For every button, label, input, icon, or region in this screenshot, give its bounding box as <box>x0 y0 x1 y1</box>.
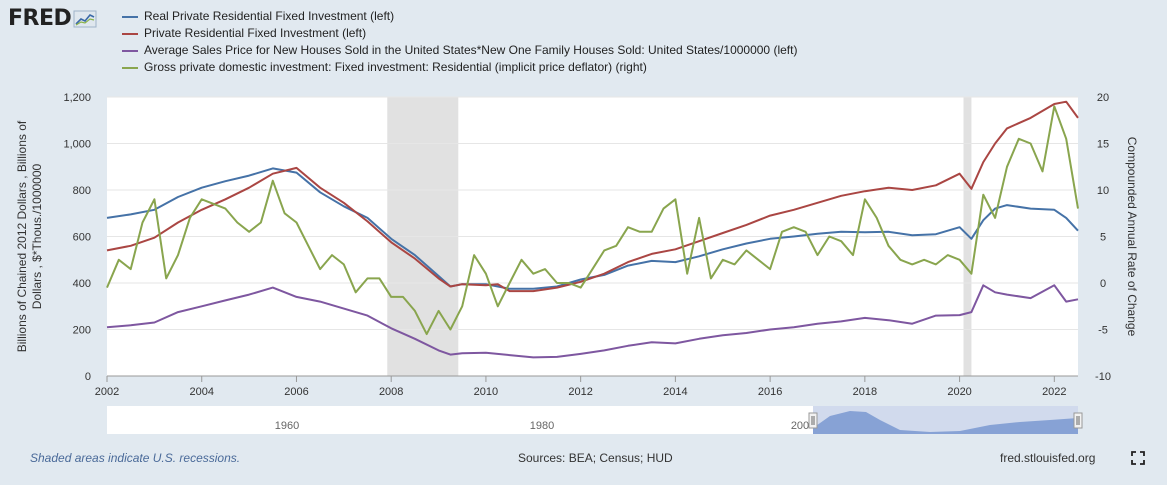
series-line <box>106 100 1079 293</box>
sources-text: Sources: BEA; Census; HUD <box>518 451 673 465</box>
legend-swatch <box>122 32 138 35</box>
x-tick-label: 2014 <box>663 386 687 398</box>
x-tick-label: 2010 <box>474 386 498 398</box>
x-tick-label: 2020 <box>947 386 971 398</box>
chart-line-icon <box>73 10 97 27</box>
series-line <box>106 105 1079 336</box>
site-link[interactable]: fred.stlouisfed.org <box>1000 451 1096 465</box>
y-left-tick-label: 800 <box>73 185 91 197</box>
y-right-axis-label: Compounded Annual Rate of Change <box>1125 137 1139 337</box>
legend-item[interactable]: Average Sales Price for New Houses Sold … <box>122 42 797 59</box>
y-right-tick-label: 20 <box>1097 92 1109 104</box>
fullscreen-icon[interactable] <box>1131 451 1145 465</box>
y-right-tick-label: 10 <box>1097 185 1109 197</box>
legend-label: Real Private Residential Fixed Investmen… <box>144 9 395 23</box>
x-tick-label: 2008 <box>379 386 403 398</box>
legend-label: Gross private domestic investment: Fixed… <box>144 60 647 74</box>
series-line <box>106 167 1079 290</box>
navigator-label: 200 <box>791 420 809 432</box>
navigator-label: 1960 <box>275 420 299 432</box>
x-tick-label: 2016 <box>758 386 782 398</box>
x-tick-label: 2018 <box>853 386 877 398</box>
recession-note: Shaded areas indicate U.S. recessions. <box>30 451 241 465</box>
y-right-tick-label: -5 <box>1098 325 1108 337</box>
y-right-tick-label: -10 <box>1095 371 1111 383</box>
fred-logo[interactable]: FRED <box>8 6 97 31</box>
legend-label: Private Residential Fixed Investment (le… <box>144 26 367 40</box>
x-tick-label: 2006 <box>284 386 308 398</box>
y-right-tick-label: 15 <box>1097 139 1109 151</box>
legend-swatch <box>122 49 138 52</box>
x-tick-label: 2012 <box>568 386 592 398</box>
navigator-handle[interactable] <box>1073 412 1083 429</box>
legend-swatch <box>122 66 138 69</box>
x-tick-label: 2002 <box>95 386 119 398</box>
navigator-handle[interactable] <box>808 412 818 429</box>
x-tick-label: 2022 <box>1042 386 1066 398</box>
series-line <box>106 284 1079 359</box>
fred-logo-text: FRED <box>8 6 72 31</box>
y-right-tick-label: 5 <box>1100 232 1106 244</box>
legend-item[interactable]: Real Private Residential Fixed Investmen… <box>122 8 797 25</box>
x-tick-label: 2004 <box>189 386 213 398</box>
legend-item[interactable]: Gross private domestic investment: Fixed… <box>122 59 797 76</box>
navigator-series <box>813 411 1078 434</box>
y-left-tick-label: 600 <box>73 232 91 244</box>
chart-legend: Real Private Residential Fixed Investmen… <box>122 8 797 76</box>
y-left-axis-label: Billions of Chained 2012 Dollars , Billi… <box>15 120 44 352</box>
navigator-area <box>107 406 1078 434</box>
y-right-tick-label: 0 <box>1100 278 1106 290</box>
y-left-tick-label: 1,200 <box>63 92 91 104</box>
y-left-tick-label: 400 <box>73 278 91 290</box>
legend-label: Average Sales Price for New Houses Sold … <box>144 43 798 57</box>
y-left-tick-label: 1,000 <box>63 139 91 151</box>
legend-swatch <box>122 15 138 18</box>
y-left-tick-label: 0 <box>85 371 91 383</box>
y-left-tick-label: 200 <box>73 325 91 337</box>
legend-item[interactable]: Private Residential Fixed Investment (le… <box>122 25 797 42</box>
navigator-label: 1980 <box>530 420 554 432</box>
